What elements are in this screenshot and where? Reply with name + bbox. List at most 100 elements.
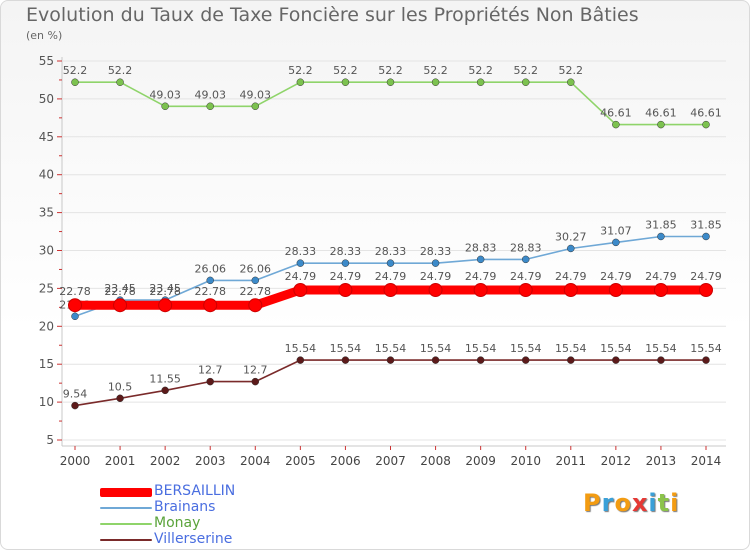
data-point-villerserine [71,401,79,410]
data-point-villerserine [431,356,440,364]
data-point-bersaillin [608,282,623,297]
legend-label-monay: Monay [154,515,201,531]
data-label-bersaillin: 22.78 [194,285,226,298]
logo-letter: i [670,489,680,517]
logo-letter: P [583,489,602,517]
x-tick-label: 2008 [420,454,451,468]
data-point-villerserine [341,356,350,364]
data-label-brainans: 28.83 [510,241,542,254]
data-point-villerserine [206,377,214,386]
data-point-bersaillin [113,298,128,313]
data-point-monay [161,102,169,111]
data-label-monay: 46.61 [600,107,632,120]
legend-label-brainans: Brainans [154,499,216,515]
y-tick-label: 10 [39,395,54,409]
x-tick-label: 2001 [105,454,136,468]
data-label-villerserine: 15.54 [600,342,632,355]
data-point-villerserine [657,356,665,364]
data-point-brainans [206,276,214,285]
data-label-bersaillin: 22.78 [240,285,272,298]
legend-label-villerserine: Villerserine [154,531,233,547]
data-point-bersaillin [699,282,713,297]
data-point-brainans [612,238,620,247]
x-tick-label: 2004 [240,454,271,468]
logo-letter: r [601,489,615,517]
y-tick-label: 55 [39,54,54,68]
data-label-villerserine: 15.54 [510,342,542,355]
data-label-villerserine: 15.54 [555,342,587,355]
data-label-brainans: 28.33 [330,245,362,258]
data-label-villerserine: 15.54 [645,342,677,355]
data-label-monay: 52.2 [423,64,448,77]
proxiti-logo: Proxiti [583,489,679,517]
data-point-villerserine [296,356,305,364]
data-point-monay [251,102,260,111]
data-point-brainans [702,232,710,241]
data-label-bersaillin: 24.79 [510,270,542,283]
data-point-villerserine [702,356,710,364]
data-point-bersaillin [653,282,668,297]
data-label-brainans: 23.45 [149,282,181,295]
data-point-villerserine [386,356,395,364]
data-label-villerserine: 11.55 [149,372,181,385]
data-point-brainans [431,259,440,267]
data-label-bersaillin: 24.79 [645,270,677,283]
data-point-bersaillin [518,282,533,297]
data-label-villerserine: 9.54 [63,388,88,401]
data-point-brainans [251,276,260,285]
data-label-brainans: 28.33 [375,245,407,258]
x-tick-label: 2011 [556,454,587,468]
data-label-bersaillin: 24.79 [555,270,587,283]
data-point-brainans [296,259,305,267]
data-point-villerserine [567,356,575,364]
x-tick-label: 2013 [646,454,677,468]
data-point-bersaillin [383,282,398,297]
chart-title: Evolution du Taux de Taxe Foncière sur l… [26,4,639,26]
data-label-monay: 49.03 [194,88,226,101]
x-tick-label: 2012 [601,454,632,468]
data-point-monay [567,78,575,86]
data-label-bersaillin: 24.79 [690,270,722,283]
data-label-monay: 46.61 [690,107,722,120]
data-label-monay: 52.2 [378,64,403,77]
data-point-monay [657,120,665,129]
legend-swatch-monay [100,523,152,525]
y-tick-label: 30 [39,244,54,258]
data-point-monay [296,78,305,86]
data-label-monay: 49.03 [240,88,272,101]
data-label-bersaillin: 24.79 [285,270,317,283]
data-label-bersaillin: 24.79 [465,270,497,283]
data-point-bersaillin [293,282,308,297]
data-point-brainans [341,259,350,267]
y-tick-label: 15 [39,357,54,371]
data-point-monay [431,78,440,86]
data-point-monay [206,102,214,111]
data-point-monay [71,78,79,86]
data-label-brainans: 28.83 [465,241,497,254]
x-tick-label: 2007 [375,454,406,468]
logo-letter: i [648,489,658,517]
data-label-bersaillin: 22.78 [59,285,91,298]
data-label-monay: 49.03 [149,88,181,101]
data-label-bersaillin: 24.79 [600,270,632,283]
data-point-bersaillin [203,298,218,313]
data-point-brainans [657,232,665,241]
data-label-brainans: 26.06 [240,262,272,275]
data-point-monay [341,78,350,86]
data-point-villerserine [161,386,169,395]
data-label-brainans: 28.33 [420,245,452,258]
data-point-brainans [71,312,79,321]
data-label-villerserine: 12.7 [243,364,268,377]
y-tick-label: 45 [39,130,54,144]
data-label-monay: 52.2 [333,64,358,77]
data-label-monay: 52.2 [288,64,313,77]
data-label-villerserine: 15.54 [285,342,317,355]
data-label-monay: 46.61 [645,107,677,120]
data-label-villerserine: 15.54 [375,342,407,355]
legend-swatch-bersaillin [100,487,152,497]
data-point-bersaillin [473,282,488,297]
data-point-villerserine [251,377,260,386]
data-label-brainans: 30.27 [555,230,587,243]
data-label-villerserine: 10.5 [108,380,133,393]
data-point-bersaillin [563,282,578,297]
